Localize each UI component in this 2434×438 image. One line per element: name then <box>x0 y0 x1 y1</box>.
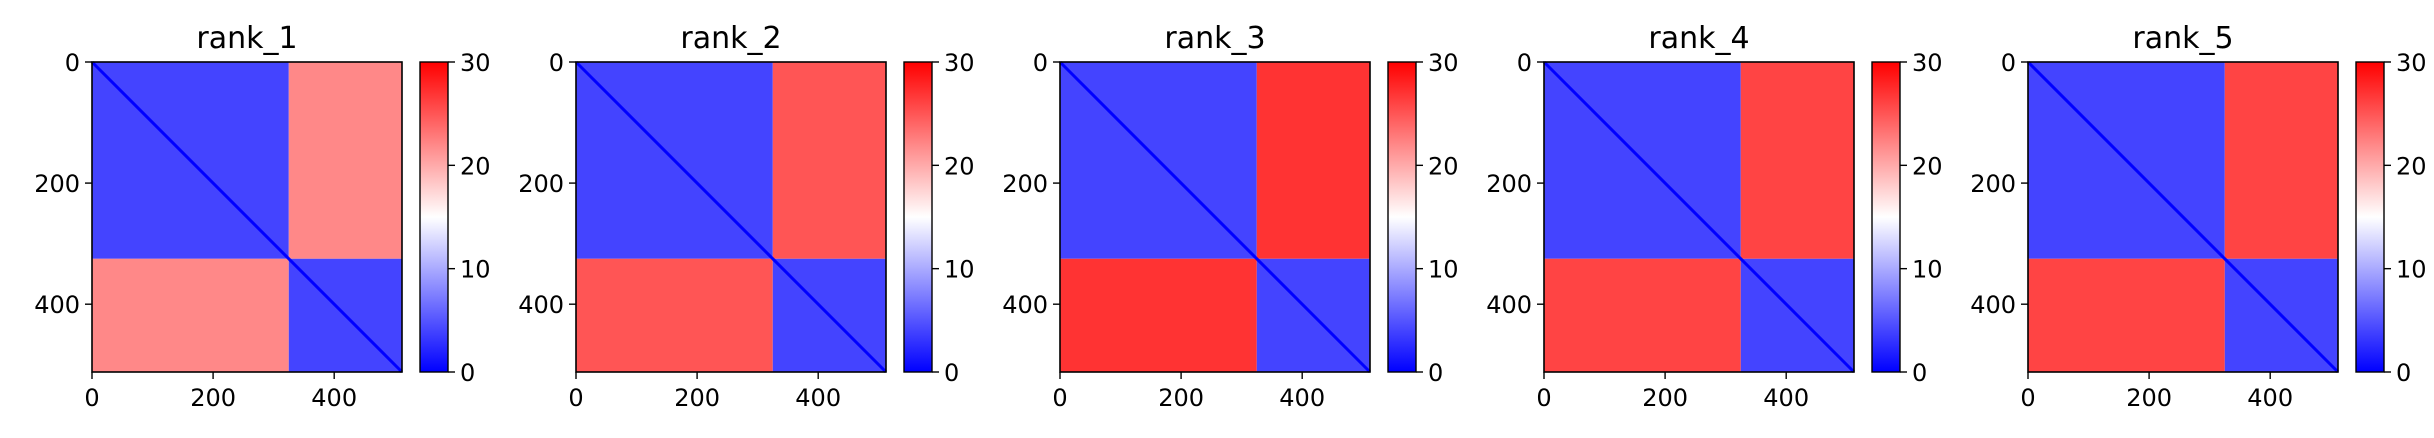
colorbar-tick-label: 30 <box>944 49 975 77</box>
x-tick-label: 200 <box>1158 384 1204 412</box>
colorbar-tick-label: 20 <box>944 152 975 180</box>
colorbar-tick-label: 10 <box>460 256 491 284</box>
colorbar-tick-label: 0 <box>944 359 959 387</box>
colorbar <box>2355 61 2385 373</box>
heatmap-block <box>92 258 289 372</box>
colorbar-tick-label: 10 <box>1912 256 1943 284</box>
x-tick-label: 200 <box>674 384 720 412</box>
y-tick-label: 0 <box>1517 49 1532 77</box>
colorbar <box>419 61 449 373</box>
heatmap-panel: rank_1 0 200 400 0 200 400 0 10 20 30 <box>34 21 490 412</box>
axes-frame <box>575 61 887 373</box>
y-tick-label: 200 <box>1002 170 1048 198</box>
heatmap-panel: rank_2 0 200 400 0 200 400 0 10 20 30 <box>518 21 974 412</box>
y-tick-label: 0 <box>2001 49 2016 77</box>
x-tick-label: 200 <box>1642 384 1688 412</box>
colorbar <box>1871 61 1901 373</box>
y-tick-label: 200 <box>1970 170 2016 198</box>
colorbar <box>903 61 933 373</box>
y-tick-label: 400 <box>518 291 564 319</box>
colorbar-tick-label: 20 <box>1912 152 1943 180</box>
x-tick-label: 0 <box>2020 384 2035 412</box>
colorbar-tick-label: 10 <box>2396 256 2427 284</box>
colorbar-tick-label: 30 <box>1428 49 1459 77</box>
panel-title: rank_3 <box>1164 21 1265 56</box>
heatmap-diagonal <box>574 60 888 374</box>
colorbar-tick-label: 30 <box>1912 49 1943 77</box>
heatmap-panel: rank_4 0 200 400 0 200 400 0 10 20 30 <box>1486 21 1942 412</box>
x-tick-label: 400 <box>1279 384 1325 412</box>
colorbar-tick-label: 10 <box>1428 256 1459 284</box>
heatmap-block <box>576 258 773 372</box>
colorbar-tick-label: 30 <box>460 49 491 77</box>
axes-frame <box>91 61 403 373</box>
colorbar <box>1387 61 1417 373</box>
x-tick-label: 0 <box>1536 384 1551 412</box>
heatmap-diagonal <box>1542 60 1856 374</box>
panel-title: rank_5 <box>2132 21 2233 56</box>
heatmap-block <box>772 62 886 259</box>
y-tick-label: 400 <box>1970 291 2016 319</box>
y-tick-label: 200 <box>518 170 564 198</box>
y-tick-label: 400 <box>1486 291 1532 319</box>
panel-title: rank_4 <box>1648 21 1749 56</box>
x-tick-label: 200 <box>2126 384 2172 412</box>
x-tick-label: 400 <box>1763 384 1809 412</box>
colorbar-tick-label: 20 <box>1428 152 1459 180</box>
x-tick-label: 0 <box>1052 384 1067 412</box>
y-tick-label: 400 <box>34 291 80 319</box>
heatmap-block <box>1544 258 1741 372</box>
x-tick-label: 0 <box>568 384 583 412</box>
colorbar-tick-label: 20 <box>2396 152 2427 180</box>
heatmap-block <box>2028 258 2225 372</box>
panel-title: rank_2 <box>680 21 781 56</box>
colorbar-tick-label: 0 <box>2396 359 2411 387</box>
y-tick-label: 200 <box>1486 170 1532 198</box>
heatmap-panel: rank_3 0 200 400 0 200 400 0 10 20 30 <box>1002 21 1458 412</box>
y-tick-label: 0 <box>65 49 80 77</box>
x-tick-label: 200 <box>190 384 236 412</box>
x-tick-label: 400 <box>2247 384 2293 412</box>
axes-frame <box>2027 61 2339 373</box>
panel-title: rank_1 <box>196 21 297 56</box>
y-tick-label: 200 <box>34 170 80 198</box>
heatmap-block <box>1060 258 1257 372</box>
y-tick-label: 0 <box>549 49 564 77</box>
x-tick-label: 400 <box>795 384 841 412</box>
axes-frame <box>1543 61 1855 373</box>
heatmap-block <box>288 62 402 259</box>
x-tick-label: 0 <box>84 384 99 412</box>
heatmap-diagonal <box>1058 60 1372 374</box>
colorbar-tick-label: 0 <box>460 359 475 387</box>
colorbar-tick-label: 0 <box>1428 359 1443 387</box>
colorbar-tick-label: 20 <box>460 152 491 180</box>
heatmap-block <box>1740 62 1854 259</box>
y-tick-label: 400 <box>1002 291 1048 319</box>
colorbar-tick-label: 0 <box>1912 359 1927 387</box>
heatmap-block <box>1256 62 1370 259</box>
heatmap-panel: rank_5 0 200 400 0 200 400 0 10 20 30 <box>1970 21 2426 412</box>
colorbar-tick-label: 10 <box>944 256 975 284</box>
colorbar-tick-label: 30 <box>2396 49 2427 77</box>
axes-frame <box>1059 61 1371 373</box>
heatmap-block <box>2224 62 2338 259</box>
x-tick-label: 400 <box>311 384 357 412</box>
y-tick-label: 0 <box>1033 49 1048 77</box>
heatmap-diagonal <box>90 60 404 374</box>
heatmap-diagonal <box>2026 60 2340 374</box>
